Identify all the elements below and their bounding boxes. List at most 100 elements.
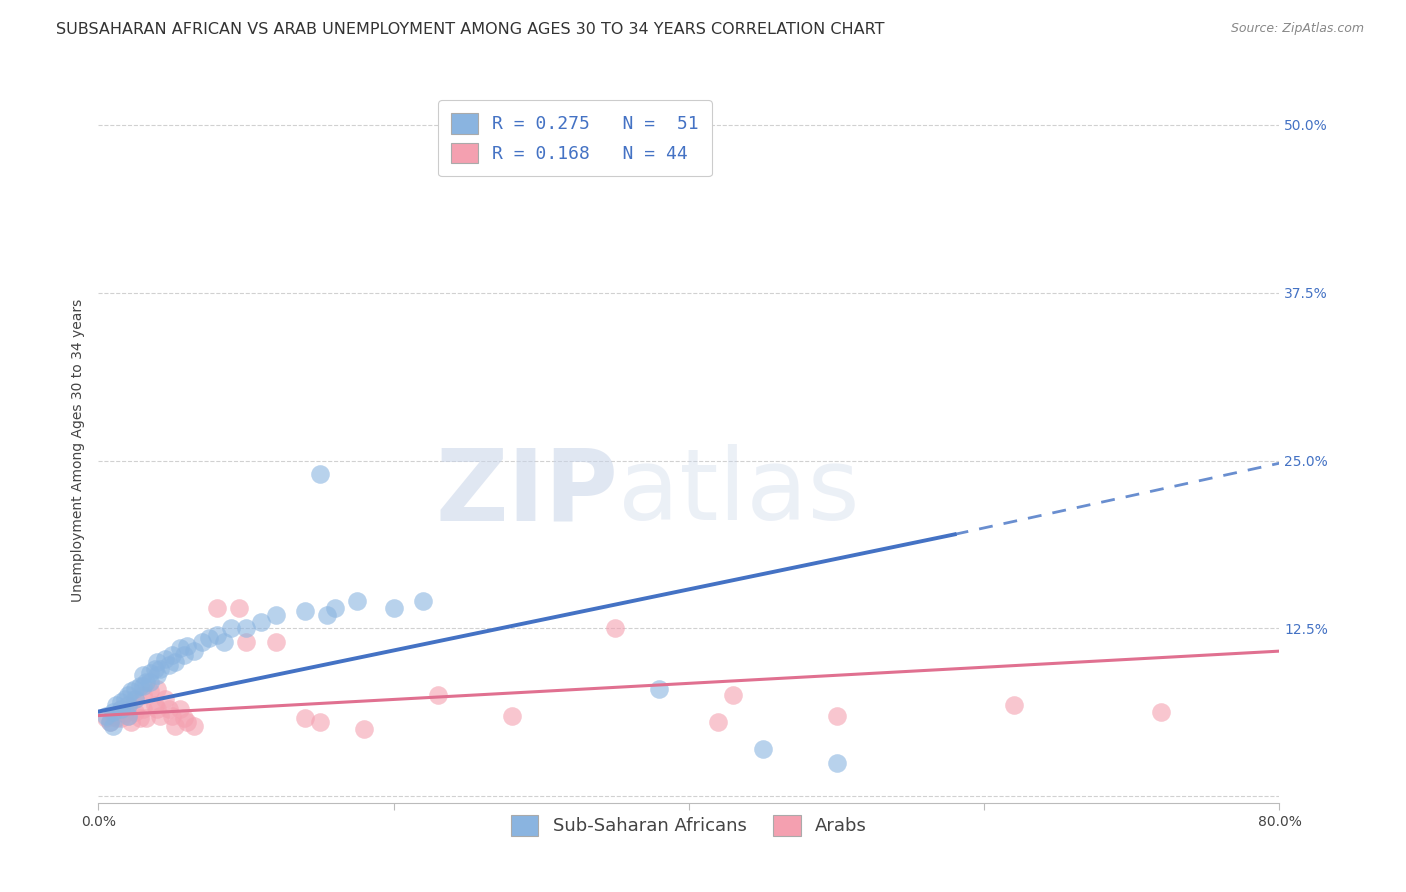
Point (117, 689, 139, 703)
Point (153, 692, 176, 706)
Point (648, 681, 671, 696)
Point (128, 711, 150, 725)
Point (294, 604, 316, 618)
Text: Source: ZipAtlas.com: Source: ZipAtlas.com (1230, 22, 1364, 36)
Point (235, 621, 257, 635)
Point (132, 689, 155, 703)
Point (176, 639, 198, 653)
Point (149, 708, 172, 723)
Point (94, 708, 117, 723)
Point (501, 708, 523, 723)
Point (128, 679, 150, 693)
Point (117, 708, 139, 723)
Point (169, 641, 191, 656)
Point (212, 634, 235, 648)
Point (124, 681, 146, 696)
Legend: Sub-Saharan Africans, Arabs: Sub-Saharan Africans, Arabs (503, 808, 875, 843)
Point (114, 692, 136, 706)
Point (143, 698, 166, 712)
Point (165, 719, 187, 733)
Point (264, 634, 287, 648)
Point (235, 634, 257, 648)
Point (143, 662, 166, 676)
Point (110, 702, 132, 716)
Point (162, 708, 183, 723)
Point (191, 634, 214, 648)
Text: atlas: atlas (619, 444, 859, 541)
Point (427, 689, 450, 703)
Point (135, 675, 157, 690)
Point (124, 692, 146, 706)
Point (157, 657, 180, 672)
Point (825, 756, 848, 770)
Point (752, 742, 775, 756)
Point (110, 695, 132, 709)
Point (169, 702, 191, 716)
Point (149, 662, 172, 676)
Text: SUBSAHARAN AFRICAN VS ARAB UNEMPLOYMENT AMONG AGES 30 TO 34 YEARS CORRELATION CH: SUBSAHARAN AFRICAN VS ARAB UNEMPLOYMENT … (56, 22, 884, 37)
Point (132, 702, 155, 716)
Point (228, 601, 250, 615)
Point (825, 708, 848, 723)
Point (117, 708, 139, 723)
Point (1150, 705, 1173, 719)
Point (124, 692, 146, 706)
Point (162, 648, 183, 662)
Point (105, 698, 128, 712)
Point (486, 131, 509, 145)
Point (176, 715, 198, 730)
Point (157, 702, 180, 716)
Point (205, 601, 228, 615)
Point (146, 681, 169, 696)
Point (165, 655, 187, 669)
Point (110, 711, 132, 725)
Point (323, 601, 346, 615)
Point (605, 621, 627, 635)
Point (110, 702, 132, 716)
Point (146, 668, 169, 682)
Point (294, 711, 316, 725)
Point (316, 607, 339, 622)
Point (1002, 698, 1025, 712)
Point (250, 615, 273, 629)
Point (120, 715, 142, 730)
Point (146, 655, 169, 669)
Point (723, 689, 745, 703)
Point (103, 705, 125, 719)
Point (412, 594, 434, 608)
Point (139, 675, 162, 690)
Point (117, 698, 139, 712)
Y-axis label: Unemployment Among Ages 30 to 34 years: Unemployment Among Ages 30 to 34 years (70, 299, 84, 602)
Point (139, 665, 162, 680)
Point (103, 708, 125, 723)
Point (153, 652, 176, 666)
Point (353, 722, 375, 736)
Text: ZIP: ZIP (436, 444, 619, 541)
Point (173, 648, 195, 662)
Point (105, 711, 128, 725)
Point (198, 631, 221, 645)
Point (183, 719, 205, 733)
Point (114, 706, 136, 720)
Point (382, 601, 405, 615)
Point (183, 644, 205, 658)
Point (346, 594, 368, 608)
Point (135, 711, 157, 725)
Point (98, 715, 121, 730)
Point (103, 719, 125, 733)
Point (205, 628, 228, 642)
Point (94, 711, 117, 725)
Point (132, 668, 155, 682)
Point (173, 711, 195, 725)
Point (124, 705, 146, 719)
Point (221, 621, 243, 635)
Point (139, 684, 162, 698)
Point (120, 684, 142, 698)
Point (98, 715, 121, 730)
Point (707, 715, 730, 730)
Point (132, 679, 155, 693)
Point (309, 467, 332, 481)
Point (309, 715, 332, 730)
Point (264, 607, 287, 622)
Point (117, 698, 139, 712)
